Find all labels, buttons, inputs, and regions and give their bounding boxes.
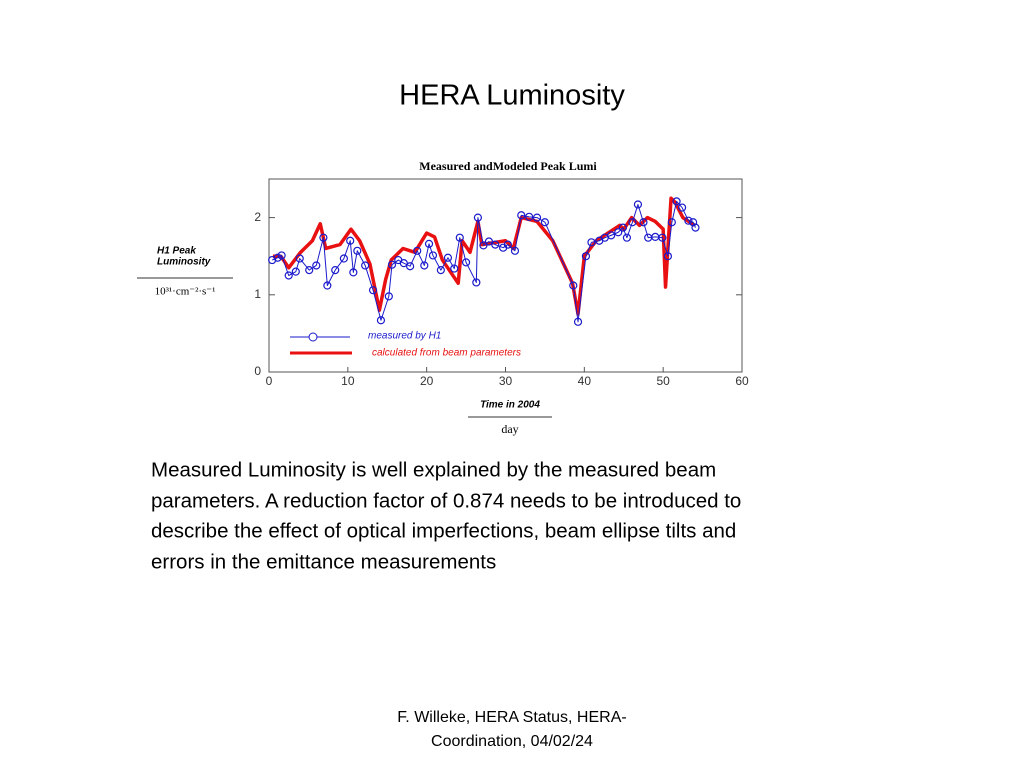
data-point: [268, 255, 277, 265]
data-point: [633, 200, 643, 209]
data-point: [677, 203, 687, 212]
data-point: [384, 292, 393, 301]
y-label: Luminosity: [157, 257, 211, 268]
data-point: [663, 252, 672, 261]
data-point: [428, 251, 438, 260]
x-tick-label: 0: [266, 374, 273, 388]
data-point: [672, 197, 681, 206]
data-point: [295, 254, 304, 263]
body-line: errors in the emittance measurements: [151, 550, 496, 573]
data-point: [473, 213, 483, 222]
legend-label: calculated from beam parameters: [372, 348, 521, 359]
data-point: [581, 252, 591, 261]
data-point: [540, 218, 550, 227]
data-point: [667, 218, 676, 227]
series-line: [271, 200, 696, 323]
y-tick-label: 0: [254, 364, 261, 378]
data-point: [479, 241, 488, 250]
data-point: [368, 286, 378, 295]
x-tick-label: 20: [420, 374, 434, 388]
data-point: [658, 233, 667, 242]
data-point: [413, 246, 422, 255]
data-point: [618, 223, 628, 232]
data-point: [436, 265, 445, 275]
data-point: [455, 233, 464, 242]
data-point: [361, 261, 370, 270]
legend-label: measured by H1: [368, 331, 441, 342]
x-unit: day: [501, 422, 518, 436]
data-point: [691, 223, 700, 232]
data-point: [323, 281, 332, 290]
data-point: [639, 218, 648, 227]
data-point: [689, 218, 698, 227]
data-point: [353, 246, 362, 255]
slide-title: HERA Luminosity: [399, 80, 625, 112]
y-unit: 10³¹·cm⁻²·s⁻¹: [155, 286, 216, 298]
x-tick-label: 40: [578, 374, 592, 388]
data-point: [573, 317, 583, 326]
data-point: [331, 265, 340, 275]
x-tick-label: 10: [341, 374, 355, 388]
data-point: [461, 258, 471, 267]
data-point: [622, 233, 632, 242]
data-point: [510, 246, 520, 255]
data-point: [614, 228, 623, 237]
data-point: [406, 262, 415, 271]
data-point: [424, 239, 434, 248]
data-point: [273, 253, 282, 262]
data-point: [450, 264, 459, 273]
data-point: [387, 260, 397, 269]
data-point: [525, 212, 534, 221]
data-point: [484, 237, 494, 246]
footer-line: Coordination, 04/02/24: [431, 733, 593, 750]
x-label: Time in 2004: [480, 400, 540, 411]
y-tick-label: 2: [254, 210, 261, 224]
chart-title: Measured andModeled Peak Lumi: [419, 159, 597, 173]
data-point: [443, 253, 453, 262]
data-point: [420, 261, 429, 270]
data-point: [349, 268, 358, 277]
data-point: [587, 238, 596, 247]
data-point: [277, 251, 286, 260]
body-line: Measured Luminosity is well explained by…: [151, 458, 716, 481]
data-point: [517, 211, 526, 220]
series-line: [272, 196, 696, 316]
y-label: H1 Peak: [157, 246, 196, 257]
x-tick-label: 60: [735, 374, 749, 388]
x-tick-label: 30: [499, 374, 513, 388]
body-line: describe the effect of optical imperfect…: [151, 519, 736, 542]
data-point: [607, 231, 616, 240]
footer-line: F. Willeke, HERA Status, HERA-: [397, 709, 626, 726]
y-tick-label: 1: [254, 287, 261, 301]
data-point: [291, 267, 300, 276]
data-point: [284, 271, 293, 280]
data-point: [319, 233, 328, 242]
data-point: [339, 254, 348, 263]
data-point: [684, 216, 693, 225]
data-point: [532, 213, 542, 222]
legend-marker: [308, 332, 318, 342]
data-point: [628, 218, 637, 227]
data-point: [305, 265, 314, 275]
body-line: parameters. A reduction factor of 0.874 …: [151, 489, 741, 512]
data-point: [346, 236, 355, 245]
data-point: [312, 261, 321, 270]
data-point: [376, 316, 386, 325]
data-point: [491, 240, 500, 249]
data-point: [472, 278, 481, 287]
x-tick-label: 50: [656, 374, 670, 388]
data-point: [569, 281, 578, 290]
data-point: [399, 259, 408, 268]
data-point: [503, 240, 512, 249]
